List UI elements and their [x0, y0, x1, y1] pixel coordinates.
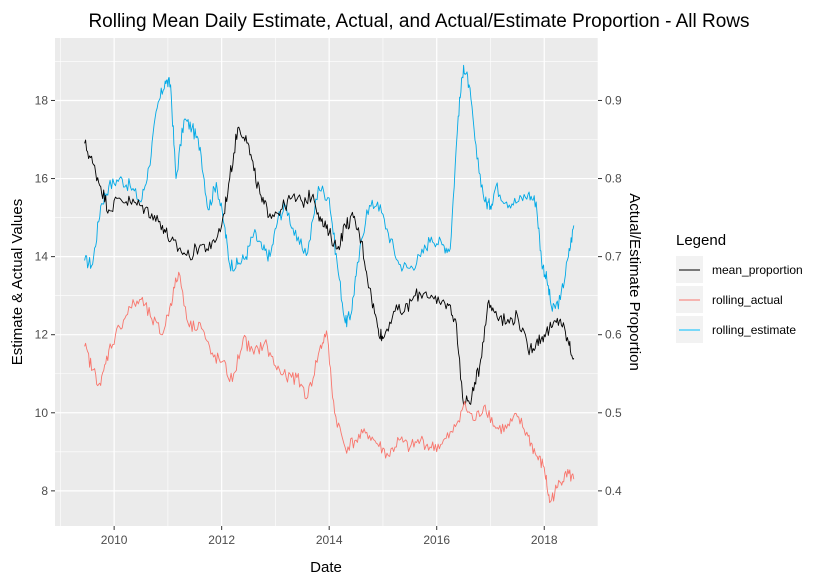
y-axis-right: 0.4 0.5 0.6 0.7 0.8 0.9 — [598, 93, 622, 498]
y2-tick-label: 0.6 — [605, 328, 622, 342]
y2-tick-label: 0.8 — [605, 172, 622, 186]
y2-tick-label: 0.5 — [605, 406, 622, 420]
y2-tick-label: 0.9 — [605, 93, 622, 107]
y-tick-label: 14 — [35, 250, 49, 264]
x-tick-label: 2012 — [208, 533, 235, 547]
y2-axis-title: Actual/Estimate Proportion — [626, 193, 643, 371]
x-axis: 2010 2012 2014 2016 2018 — [101, 526, 558, 547]
y-tick-label: 10 — [35, 406, 49, 420]
legend-label: mean_proportion — [712, 263, 803, 277]
x-tick-label: 2014 — [316, 533, 343, 547]
legend-entries: mean_proportion rolling_actual rolling_est… — [676, 256, 803, 343]
plot-panel — [55, 38, 598, 526]
grid-major — [55, 38, 598, 526]
legend-title: Legend — [676, 232, 726, 249]
y-axis-title: Estimate & Actual Values — [9, 199, 26, 365]
x-axis-title: Date — [310, 559, 342, 576]
legend-label: rolling_estimate — [712, 323, 796, 337]
series-line-rolling-actual — [84, 271, 575, 504]
legend: Legend mean_proportion rolling_actualroll… — [676, 232, 803, 343]
x-tick-label: 2018 — [531, 533, 558, 547]
y-axis-left: 8 10 12 14 16 18 — [35, 93, 55, 498]
y-tick-label: 18 — [35, 93, 49, 107]
chart-title: Rolling Mean Daily Estimate, Actual, and… — [88, 11, 749, 32]
legend-label: rolling_actual — [712, 293, 783, 307]
series-line-mean-proportion — [84, 126, 575, 406]
x-tick-label: 2010 — [101, 533, 128, 547]
y2-tick-label: 0.4 — [605, 484, 622, 498]
y-tick-label: 16 — [35, 172, 49, 186]
series-line-rolling-estimate — [84, 64, 575, 328]
grid-minor — [55, 38, 599, 526]
x-tick-label: 2016 — [423, 533, 450, 547]
y-tick-label: 8 — [41, 484, 48, 498]
y2-tick-label: 0.7 — [605, 250, 622, 264]
y-tick-label: 12 — [35, 328, 49, 342]
series-layer — [84, 64, 575, 504]
